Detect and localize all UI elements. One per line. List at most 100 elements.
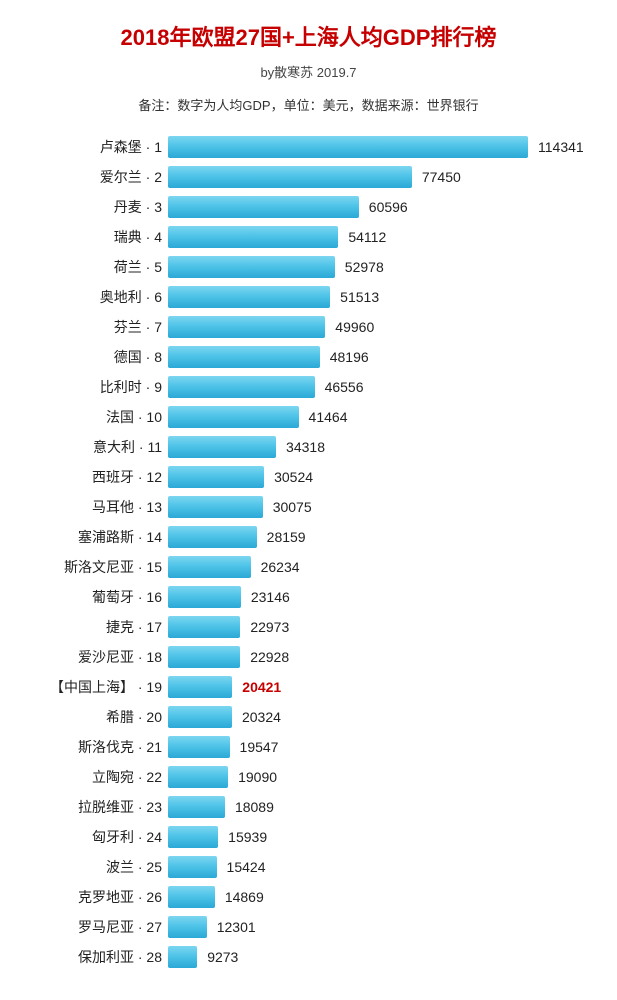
bar-label: 希腊 · 20: [18, 707, 168, 727]
bar-area: 19090: [168, 766, 599, 788]
bar-area: 60596: [168, 196, 599, 218]
bar-area: 20421: [168, 676, 599, 698]
bar-label: 克罗地亚 · 26: [18, 887, 168, 907]
bar: [168, 646, 240, 668]
bar: [168, 466, 264, 488]
bar-area: 12301: [168, 916, 599, 938]
bar-row: 罗马尼亚 · 27 12301: [18, 912, 599, 942]
bar-area: 9273: [168, 946, 599, 968]
bar-row: 卢森堡 · 1114341: [18, 132, 599, 162]
bar-row: 【中国上海】 · 1920421: [18, 672, 599, 702]
bar-label: 奥地利 · 6: [18, 287, 168, 307]
bar: [168, 286, 330, 308]
bar: [168, 586, 241, 608]
bar-label: 葡萄牙 · 16: [18, 587, 168, 607]
bar-row: 奥地利 · 6 51513: [18, 282, 599, 312]
bar-area: 30524: [168, 466, 599, 488]
bar-value: 77450: [422, 169, 461, 185]
bar-area: 41464: [168, 406, 599, 428]
bar-label: 爱沙尼亚 · 18: [18, 647, 168, 667]
bar-value: 12301: [217, 919, 256, 935]
bar-value: 46556: [325, 379, 364, 395]
bar-row: 爱沙尼亚 · 18 22928: [18, 642, 599, 672]
bar-value: 19090: [238, 769, 277, 785]
bar-value: 22973: [250, 619, 289, 635]
bar-area: 51513: [168, 286, 599, 308]
bar-area: 18089: [168, 796, 599, 818]
bar-label: 保加利亚 · 28: [18, 947, 168, 967]
bar: [168, 166, 412, 188]
bar-value: 20421: [242, 679, 281, 695]
bar-value: 22928: [250, 649, 289, 665]
bar-row: 立陶宛 · 2219090: [18, 762, 599, 792]
bar-label: 瑞典 · 4: [18, 227, 168, 247]
bar-value: 15424: [227, 859, 266, 875]
bar-value: 19547: [240, 739, 279, 755]
bar-label: 荷兰 · 5: [18, 257, 168, 277]
chart-title: 2018年欧盟27国+上海人均GDP排行榜: [18, 20, 599, 52]
bar-value: 54112: [348, 229, 386, 245]
bar-row: 意大利 · 1134318: [18, 432, 599, 462]
bar: [168, 496, 263, 518]
bar-row: 爱尔兰 · 2 77450: [18, 162, 599, 192]
bar-row: 芬兰 · 749960: [18, 312, 599, 342]
bar: [168, 316, 325, 338]
bar-area: 30075: [168, 496, 599, 518]
bar-area: 34318: [168, 436, 599, 458]
bar-row: 斯洛伐克 · 2119547: [18, 732, 599, 762]
bar: [168, 436, 276, 458]
bar-value: 26234: [261, 559, 300, 575]
bar-label: 拉脱维亚 · 23: [18, 797, 168, 817]
bar-value: 51513: [340, 289, 379, 305]
bar-label: 西班牙 · 12: [18, 467, 168, 487]
bar-label: 意大利 · 11: [18, 437, 168, 457]
bar-label: 波兰 · 25: [18, 857, 168, 877]
bar-label: 斯洛文尼亚 · 15: [18, 557, 168, 577]
bar: [168, 376, 315, 398]
bar-value: 52978: [345, 259, 384, 275]
bar-area: 49960: [168, 316, 599, 338]
bar-value: 15939: [228, 829, 267, 845]
bar-value: 48196: [330, 349, 369, 365]
bar: [168, 406, 299, 428]
bar-label: 罗马尼亚 · 27: [18, 917, 168, 937]
bar-label: 爱尔兰 · 2: [18, 167, 168, 187]
bar: [168, 856, 217, 878]
bar-row: 荷兰 · 5 52978: [18, 252, 599, 282]
bar-row: 捷克 · 1722973: [18, 612, 599, 642]
bar-area: 54112: [168, 226, 599, 248]
bar: [168, 526, 257, 548]
chart-note: 备注：数字为人均GDP，单位：美元，数据来源：世界银行: [18, 95, 599, 114]
bar-row: 波兰 · 25 15424: [18, 852, 599, 882]
bar-row: 瑞典 · 4 54112: [18, 222, 599, 252]
bar: [168, 676, 232, 698]
bar: [168, 796, 225, 818]
bar: [168, 766, 228, 788]
bar-row: 法国 · 1041464: [18, 402, 599, 432]
bar: [168, 616, 240, 638]
bar-value: 14869: [225, 889, 264, 905]
bar-value: 28159: [267, 529, 306, 545]
chart-byline: by散寒苏 2019.7: [18, 62, 599, 81]
bar-value: 20324: [242, 709, 281, 725]
bar-row: 马耳他 · 1330075: [18, 492, 599, 522]
bar-area: 48196: [168, 346, 599, 368]
bar-label: 丹麦 · 3: [18, 197, 168, 217]
bar: [168, 226, 338, 248]
bar-row: 斯洛文尼亚 · 15 26234: [18, 552, 599, 582]
bar-area: 22973: [168, 616, 599, 638]
bar-area: 19547: [168, 736, 599, 758]
chart-container: 2018年欧盟27国+上海人均GDP排行榜 by散寒苏 2019.7 备注：数字…: [0, 0, 617, 982]
bar-label: 比利时 · 9: [18, 377, 168, 397]
bar-area: 28159: [168, 526, 599, 548]
bar-row: 葡萄牙 · 1623146: [18, 582, 599, 612]
bar-value: 60596: [369, 199, 408, 215]
bar-chart: 卢森堡 · 1114341 爱尔兰 · 2 77450 丹麦 · 3 60596 瑞典 ·…: [18, 132, 599, 972]
bar: [168, 916, 207, 938]
bar-area: 22928: [168, 646, 599, 668]
bar-row: 拉脱维亚 · 2318089: [18, 792, 599, 822]
bar-label: 匈牙利 · 24: [18, 827, 168, 847]
bar-row: 希腊 · 20 20324: [18, 702, 599, 732]
bar-row: 西班牙 · 1230524: [18, 462, 599, 492]
bar-area: 15939: [168, 826, 599, 848]
